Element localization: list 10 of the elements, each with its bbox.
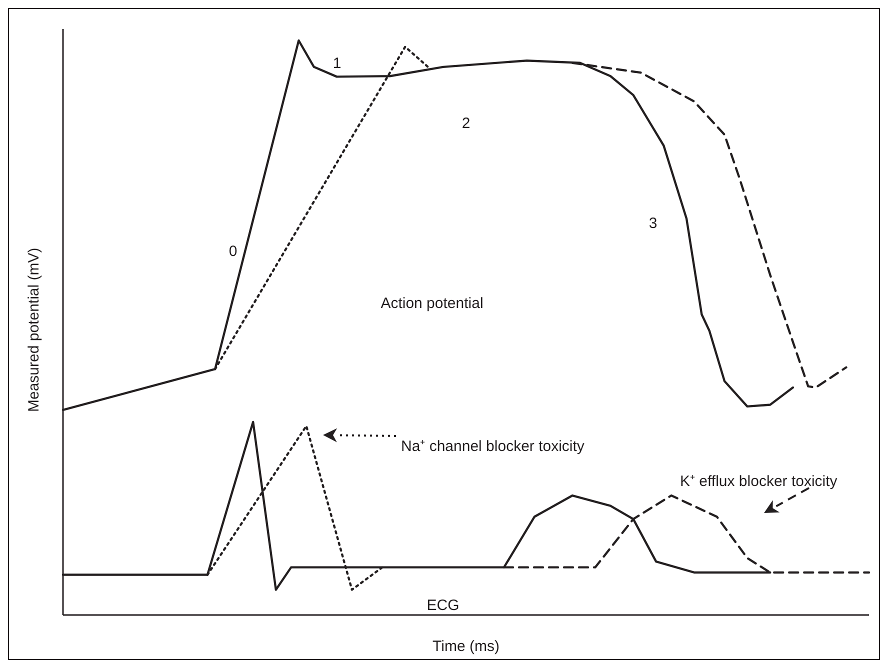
x-axis-title: Time (ms)	[432, 638, 500, 655]
y-axis-title: Measured potential (mV)	[25, 248, 42, 412]
annotation: ECG	[426, 597, 460, 614]
annotation: 1	[332, 55, 342, 72]
annotation: 3	[648, 215, 658, 232]
annotation: Na⁺ channel blocker toxicity	[401, 438, 585, 455]
annotation: Action potential	[380, 295, 484, 312]
annotation: 2	[462, 115, 470, 132]
annotation: K⁺ efflux blocker toxicity	[680, 473, 838, 490]
annotation: 0	[228, 243, 238, 260]
